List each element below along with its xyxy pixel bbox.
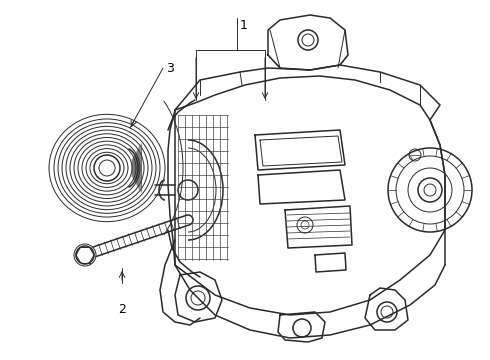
Text: 3: 3 — [166, 62, 174, 75]
Text: 2: 2 — [118, 303, 126, 316]
Text: 1: 1 — [240, 18, 248, 32]
